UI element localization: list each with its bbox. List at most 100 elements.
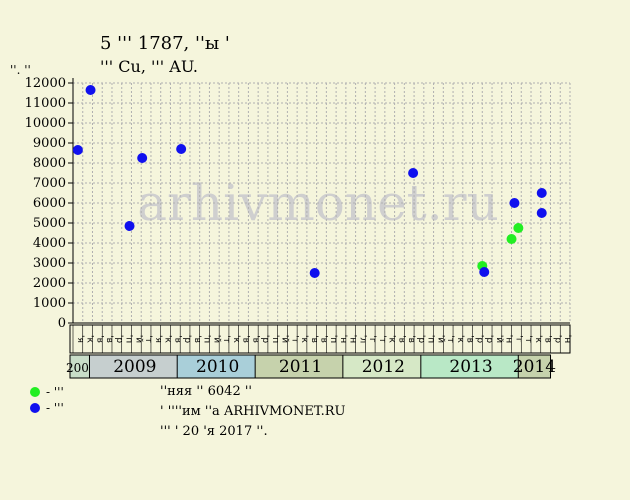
data-point <box>479 267 490 277</box>
data-points <box>72 85 547 278</box>
data-point <box>506 234 517 244</box>
chart-title-line-2: ꞌꞌꞌ Cu, ꞌꞌꞌ AU. <box>100 57 198 76</box>
legend-swatch-green <box>30 387 40 397</box>
x-period-label: ꞌй <box>133 335 143 343</box>
x-period-label: ꞌй <box>494 335 504 343</box>
x-period-label: ꞌв <box>241 335 251 343</box>
year-label: 2009 <box>113 357 156 377</box>
year-label: 2008 <box>66 361 97 375</box>
x-period-label: ꞌр <box>260 335 270 343</box>
x-period-label: ꞌв <box>396 335 406 343</box>
year-label: 2013 <box>449 357 492 377</box>
data-point <box>536 208 547 218</box>
note-line-1: ꞌꞌняя ꞌꞌ 6042 ꞌꞌ <box>160 384 252 399</box>
chart-title-line-1: 5 ꞌꞌꞌ 1787, ꞌꞌы ꞌ <box>100 33 230 54</box>
data-point <box>513 223 524 233</box>
x-period-label: ꞌк <box>163 335 173 343</box>
note-line-3: ꞌꞌꞌ ꞌ 20 ꞌя 2017 ꞌꞌ. <box>160 424 268 439</box>
y-tick-label: 11000 <box>25 96 66 111</box>
legend-item-blue: - ꞌꞌꞌ <box>30 401 64 415</box>
y-tick-label: 9000 <box>33 136 66 151</box>
y-tick-label: 8000 <box>33 156 66 171</box>
legend-label: - ꞌꞌꞌ <box>46 401 64 415</box>
x-period-label: ꞌн <box>338 335 348 343</box>
data-point <box>309 268 320 278</box>
year-bands: 2008 2009 2010 2011 2012 2013 2014 <box>66 354 556 379</box>
x-period-label: ꞌн <box>562 335 572 343</box>
x-period-label: ꞌк <box>455 335 465 343</box>
x-period-label: ꞌй <box>280 335 290 343</box>
grid <box>72 82 571 324</box>
data-point <box>124 221 135 231</box>
x-period-label: ꞌт <box>445 335 455 343</box>
x-period-label: ꞌт <box>289 335 299 343</box>
x-period-label: ꞌк <box>231 335 241 343</box>
legend-label: - ꞌꞌꞌ <box>46 385 64 399</box>
legend-item-green: - ꞌꞌꞌ <box>30 385 64 399</box>
x-period-label: ꞌв <box>543 335 553 343</box>
x-period-label: ꞌп <box>270 335 280 343</box>
data-point <box>408 168 419 178</box>
x-period-labels: ꞌя ꞌк ꞌв ꞌв ꞌр ꞌп ꞌй ꞌт ꞌя ꞌк ꞌв ꞌр ꞌв ꞌп ꞌй ꞌт ꞌк ꞌв ꞌв ꞌр… <box>69 324 572 354</box>
period-row-frame <box>69 324 571 354</box>
x-period-label: ꞌв <box>192 335 202 343</box>
year-band-2014 <box>517 354 552 379</box>
x-period-label: ꞌп <box>328 335 338 343</box>
x-period-label: ꞌв <box>309 335 319 343</box>
data-point <box>176 144 187 154</box>
note-line-2: ꞌ ꞌꞌꞌꞌим ꞌꞌа ARHIVMONET.RU <box>160 404 346 419</box>
year-label: 2014 <box>513 357 556 377</box>
x-period-label: ꞌп <box>426 335 436 343</box>
x-period-label: ꞌв <box>172 335 182 343</box>
x-period-label: ꞌя <box>153 335 163 343</box>
x-period-label: ꞌв <box>406 335 416 343</box>
x-period-label: ꞌр <box>416 335 426 343</box>
x-period-label: ꞌв <box>94 335 104 343</box>
x-period-label: ꞌк <box>387 335 397 343</box>
x-period-label: ꞌн <box>504 335 514 343</box>
x-period-label: ꞌй <box>211 335 221 343</box>
y-tick-labels: 0 1000 2000 3000 4000 5000 6000 7000 8000 9000 100… <box>25 76 66 331</box>
x-period-label: ꞌт <box>143 335 153 343</box>
x-period-label: ꞌл <box>357 335 367 343</box>
x-period-label: ꞌв <box>465 335 475 343</box>
y-tick-label: 6000 <box>33 196 66 211</box>
y-tick-label: 10000 <box>25 116 66 131</box>
x-period-label: ꞌт <box>523 335 533 343</box>
data-point <box>536 188 547 198</box>
y-axis-label: ꞌꞌ. ꞌꞌ <box>10 63 31 77</box>
x-period-label: ꞌк <box>299 335 309 343</box>
x-period-label: ꞌт <box>221 335 231 343</box>
x-period-label: ꞌг <box>367 335 377 342</box>
y-tick-label: 0 <box>58 316 66 331</box>
x-period-label: ꞌп <box>202 335 212 343</box>
data-point <box>85 85 96 95</box>
y-tick-label: 5000 <box>33 216 66 231</box>
year-label: 2010 <box>196 357 239 377</box>
x-period-label: ꞌя <box>75 335 85 343</box>
x-period-label: ꞌр <box>114 335 124 343</box>
x-period-label: ꞌр <box>552 335 562 343</box>
x-period-label: ꞌв <box>250 335 260 343</box>
year-label: 2012 <box>362 357 405 377</box>
x-period-label: ꞌр <box>484 335 494 343</box>
y-tick-label: 1000 <box>33 296 66 311</box>
x-period-label: ꞌр <box>474 335 484 343</box>
y-tick-label: 4000 <box>33 236 66 251</box>
data-point <box>509 198 520 208</box>
x-period-label: ꞌв <box>319 335 329 343</box>
x-period-label: ꞌр <box>182 335 192 343</box>
y-tick-label: 12000 <box>25 76 66 91</box>
data-point <box>137 153 148 163</box>
axes <box>68 78 570 324</box>
year-label: 2011 <box>279 357 322 377</box>
y-tick-label: 3000 <box>33 256 66 271</box>
x-period-label: ꞌг <box>513 335 523 342</box>
x-period-label: ꞌт <box>377 335 387 343</box>
data-point <box>72 145 83 155</box>
x-period-label: ꞌй <box>435 335 445 343</box>
x-period-label: ꞌв <box>104 335 114 343</box>
legend-swatch-blue <box>30 403 40 413</box>
y-tick-label: 2000 <box>33 276 66 291</box>
